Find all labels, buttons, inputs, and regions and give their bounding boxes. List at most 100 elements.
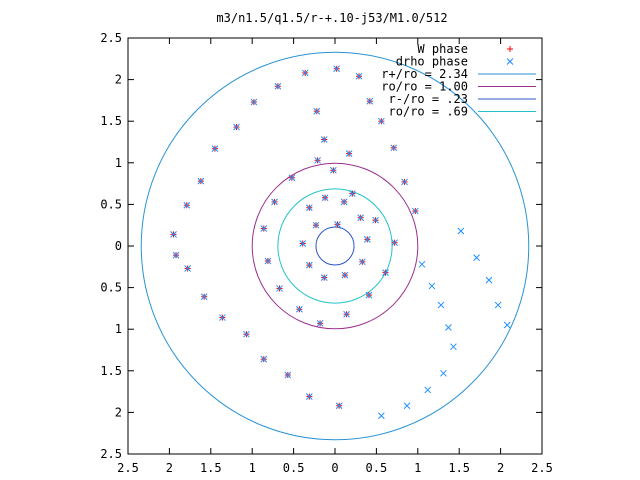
drho-phase-point-b-45 [357, 214, 365, 222]
drho-phase-point-b-37 [260, 225, 268, 232]
drho-phase-point-b-40 [314, 156, 321, 164]
y-tick-label: 1 [115, 322, 122, 336]
x-tick-label: 2 [166, 461, 173, 475]
y-tick-label: 0 [115, 239, 122, 253]
drho-phase-point-b-17 [335, 402, 343, 410]
legend-label: r-/ro = .23 [389, 92, 468, 106]
x-tick-label: 2.5 [117, 461, 139, 475]
drho-phase-point-b-5 [200, 293, 208, 301]
drho-phase-point-b-6 [211, 145, 219, 153]
drho-phase-point-b-63 [457, 227, 465, 235]
drho-phase-point-b-8 [233, 123, 240, 131]
drho-phase-point-b-23 [411, 207, 419, 215]
drho-phase-point-b-65 [485, 276, 493, 284]
chart-title: m3/n1.5/q1.5/r-+.10-j53/M1.0/512 [216, 11, 447, 25]
legend-label: ro/ro = 1.00 [381, 80, 468, 94]
drho-phase-point-b-9 [243, 330, 250, 338]
drho-phase-point-b-52 [312, 221, 320, 229]
drho-phase-point-b-49 [320, 274, 328, 281]
drho-phase-point-b-29 [391, 239, 398, 247]
drho-phase-point-b-21 [390, 144, 398, 152]
drho-phase-point-b-62 [378, 412, 385, 420]
drho-phase-point-b-20 [378, 117, 385, 125]
drho-phase-point-b-32 [343, 310, 350, 318]
drho-phase-point-b-10 [250, 98, 258, 106]
drho-phase-point-b-55 [428, 282, 436, 290]
axes-layer: 2.5 2 1.5 1 0.5 0 0.5 1 1.5 2 2.52.521.510.500.511… [100, 31, 553, 475]
drho-phase-point-b-38 [271, 198, 278, 206]
drho-phase-point-b-39 [288, 174, 296, 182]
drho-phase-point-b-4 [197, 177, 205, 185]
drho-phase-point-b-15 [305, 393, 313, 400]
drho-phase-point-b-0 [170, 230, 177, 238]
drho-phase-point-b-26 [329, 166, 337, 174]
drho-phase-point-b-33 [316, 320, 324, 327]
x-tick-label: 1.5 [200, 461, 222, 475]
x-tick-label: 0.5 [366, 461, 388, 475]
drho-phase-point-b-48 [341, 271, 349, 279]
y-tick-label: 2.5 [100, 31, 122, 45]
x-tick-label: 0 [331, 461, 338, 475]
legend-label: drho phase [396, 55, 468, 69]
drho-phase-point-b-19 [366, 97, 374, 105]
drho-phase-point-b-1 [172, 251, 180, 259]
drho-phase-point-b-56 [437, 301, 445, 309]
drho-phase-point-b-57 [445, 324, 452, 331]
y-tick-label: 2 [115, 405, 122, 419]
drho-phase-point-b-43 [321, 194, 329, 202]
drho-phase-point-b-60 [424, 386, 432, 394]
drho-phase-point-b-14 [301, 69, 309, 77]
drho-phase-point-b-50 [305, 261, 313, 269]
y-tick-label: 0.5 [100, 281, 122, 295]
drho-phase-point-b-67 [503, 321, 511, 329]
legend-label: r+/ro = 2.34 [381, 67, 468, 81]
drho-phase-point-b-11 [260, 355, 268, 363]
reference-circle-2 [140, 51, 530, 441]
y-tick-label: 1.5 [100, 114, 122, 128]
drho-phase-point-b-35 [276, 285, 283, 292]
legend-swatch-drho-phase-b [506, 58, 514, 65]
drho-phase-point-b-7 [219, 314, 226, 321]
drho-phase-point-b-28 [372, 216, 379, 224]
drho-phase-point-b-22 [401, 178, 408, 186]
drho-phase-point-b-30 [382, 269, 389, 276]
y-tick-label: 1 [115, 156, 122, 170]
plot-area [140, 51, 530, 441]
drho-phase-point-b-12 [274, 82, 282, 90]
drho-phase-point-b-46 [363, 235, 371, 243]
drho-phase-point-b-42 [305, 204, 313, 212]
drho-phase-point-b-51 [299, 240, 307, 247]
drho-phase-point-b-41 [345, 150, 353, 158]
drho-phase-point-b-25 [320, 136, 328, 143]
y-tick-label: 0.5 [100, 197, 122, 211]
reference-circle-3 [251, 162, 419, 330]
drho-phase-point-b-13 [284, 371, 292, 379]
drho-phase-point-b-34 [296, 305, 303, 313]
y-tick-label: 2 [115, 73, 122, 87]
drho-phase-point-b-59 [440, 369, 447, 377]
drho-phase-point-b-61 [403, 402, 411, 410]
drho-phase-point-b-54 [418, 260, 426, 268]
y-tick-label: 1.5 [100, 364, 122, 378]
drho-phase-point-b-16 [333, 65, 341, 73]
drho-phase-point-b-24 [313, 107, 321, 115]
reference-circle-5 [277, 188, 393, 304]
legend-label: W phase [417, 42, 468, 56]
drho-phase-point-b-64 [473, 254, 480, 262]
x-tick-label: 1 [249, 461, 256, 475]
drho-phase-point-b-27 [349, 190, 356, 197]
drho-phase-point-b-66 [494, 301, 502, 309]
drho-phase-point-b-58 [450, 343, 457, 351]
y-tick-label: 2.5 [100, 447, 122, 461]
drho-phase-point-b-53 [334, 221, 341, 228]
drho-phase-point-b-36 [264, 257, 272, 265]
drho-phase-point-b-3 [184, 265, 191, 272]
x-tick-label: 1 [414, 461, 421, 475]
drho-phase-point-b-31 [365, 291, 373, 299]
drho-phase-point-b-47 [358, 258, 366, 266]
x-tick-label: 2 [497, 461, 504, 475]
